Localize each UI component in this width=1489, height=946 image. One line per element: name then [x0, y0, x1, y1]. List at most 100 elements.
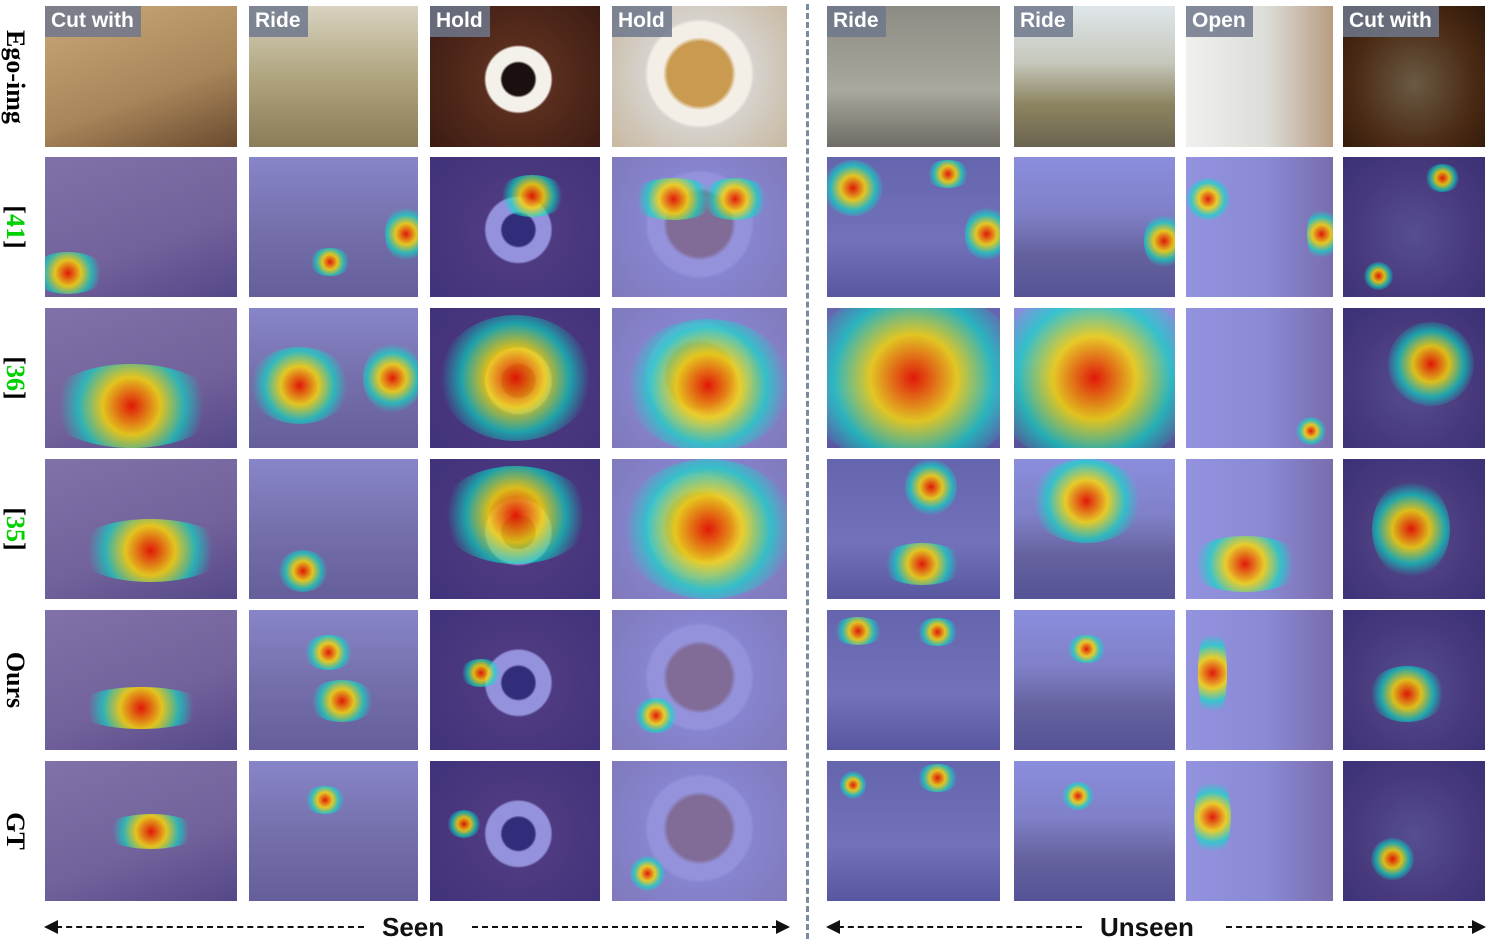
citation-number: 41 [1, 214, 30, 240]
heatmap-image-r4-c3 [430, 459, 600, 599]
heatmap-image-r6-c8 [1343, 761, 1485, 901]
heatmap-overlay [1014, 761, 1175, 901]
heatmap-overlay [249, 761, 418, 901]
ego-image-r1-c7: Open [1186, 6, 1333, 147]
heat-blob [904, 459, 957, 515]
heat-blob [385, 206, 418, 262]
heatmap-image-r3-c8 [1343, 308, 1485, 448]
heat-blob [438, 315, 592, 441]
heatmap-image-r5-c2 [249, 610, 418, 750]
heatmap-image-r2-c2 [249, 157, 418, 297]
heatmap-image-r2-c1 [45, 157, 237, 297]
heatmap-image-r4-c1 [45, 459, 237, 599]
heatmap-image-r6-c7 [1186, 761, 1333, 901]
seen-unseen-divider [806, 4, 809, 939]
heat-blob [1143, 213, 1175, 269]
heatmap-overlay [1014, 610, 1175, 750]
heat-blob [964, 206, 1000, 262]
heat-blob [1186, 178, 1231, 220]
heat-blob [1062, 782, 1095, 810]
heat-blob [1367, 666, 1446, 722]
heatmap-image-r4-c4 [612, 459, 787, 599]
ego-image-r1-c8: Cut with [1343, 6, 1485, 147]
heat-blob [1364, 262, 1393, 290]
heat-blob [1186, 536, 1304, 592]
heat-blob [447, 810, 481, 838]
heat-blob [308, 680, 376, 722]
row-label-5: Ours [1, 651, 30, 709]
heatmap-image-r4-c8 [1343, 459, 1485, 599]
heat-blob [303, 634, 354, 670]
heatmap-image-r6-c4 [612, 761, 787, 901]
heat-blob [1296, 417, 1326, 446]
heat-blob [1014, 308, 1175, 448]
citation-number: 35 [1, 516, 30, 542]
heat-blob [1306, 206, 1333, 262]
seen-label: Seen [374, 912, 453, 943]
heat-blob [308, 248, 352, 276]
heatmap-image-r4-c2 [249, 459, 418, 599]
seen-arrow-right [472, 920, 790, 934]
heatmap-image-r2-c7 [1186, 157, 1333, 297]
heat-blob [699, 178, 770, 220]
heatmap-image-r4-c5 [827, 459, 1000, 599]
row-label-1: Ego-img [1, 29, 30, 124]
heatmap-image-r3-c4 [612, 308, 787, 448]
heatmap-image-r3-c6 [1014, 308, 1175, 448]
heat-blob [827, 308, 1000, 448]
heat-blob [1194, 775, 1231, 859]
heat-blob [620, 459, 787, 599]
heat-blob [926, 159, 970, 188]
heatmap-image-r4-c7 [1186, 459, 1333, 599]
row-label-3: [36] [1, 356, 30, 400]
ego-image-r1-c6: Ride [1014, 6, 1175, 147]
heatmap-image-r6-c3 [430, 761, 600, 901]
heat-blob [459, 659, 503, 687]
action-label: Cut with [1343, 6, 1439, 37]
row-label-2: [41] [1, 205, 30, 249]
heatmap-image-r5-c7 [1186, 610, 1333, 750]
heat-blob [1372, 480, 1451, 578]
heatmap-image-r3-c3 [430, 308, 600, 448]
ego-image-r1-c1: Cut with [45, 6, 237, 147]
heatmap-image-r4-c6 [1014, 459, 1175, 599]
heat-blob [625, 318, 787, 448]
heat-blob [1030, 459, 1143, 543]
heat-blob [633, 697, 678, 733]
heat-blob [73, 687, 209, 729]
seen-arrow-left [44, 920, 364, 934]
heatmap-overlay [1343, 761, 1485, 901]
heat-blob [102, 813, 199, 849]
heat-blob [363, 343, 418, 413]
heat-blob [827, 159, 884, 216]
action-label: Cut with [45, 6, 141, 37]
heatmap-overlay [612, 610, 787, 750]
row-label-4: [35] [1, 507, 30, 551]
heatmap-image-r2-c6 [1014, 157, 1175, 297]
heat-blob [916, 618, 960, 647]
heat-blob [1424, 164, 1461, 192]
heatmap-image-r5-c1 [45, 610, 237, 750]
citation-number: 36 [1, 365, 30, 391]
action-label: Hold [612, 6, 672, 37]
heatmap-image-r3-c2 [249, 308, 418, 448]
heat-blob [73, 518, 228, 582]
heatmap-image-r3-c7 [1186, 308, 1333, 448]
heat-blob [916, 763, 960, 792]
heat-blob [303, 786, 347, 815]
heat-blob [277, 550, 329, 592]
heat-blob [45, 364, 218, 448]
heat-blob [498, 175, 566, 218]
ego-image-r1-c3: Hold [430, 6, 600, 147]
row-label-6: GT [1, 812, 30, 850]
heat-blob [1066, 635, 1107, 664]
heatmap-image-r6-c2 [249, 761, 418, 901]
heat-blob [878, 543, 966, 585]
heatmap-overlay [249, 459, 418, 599]
heat-blob [839, 770, 866, 799]
heatmap-image-r5-c3 [430, 610, 600, 750]
heat-blob [438, 466, 592, 564]
heatmap-overlay [612, 157, 787, 297]
heatmap-image-r5-c8 [1343, 610, 1485, 750]
heat-blob [1371, 838, 1414, 880]
